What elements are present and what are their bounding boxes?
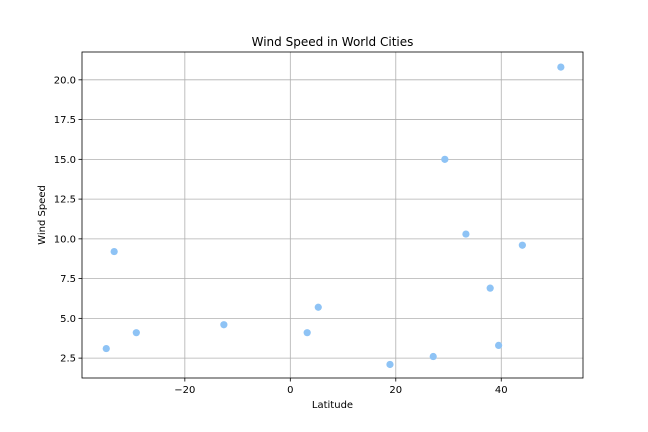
y-tick-label: 7.5 bbox=[60, 274, 76, 285]
data-point bbox=[462, 230, 470, 238]
chart-title: Wind Speed in World Cities bbox=[252, 35, 414, 49]
y-tick-label: 15.0 bbox=[54, 155, 76, 166]
data-point bbox=[220, 321, 228, 329]
data-point bbox=[429, 352, 437, 361]
data-point bbox=[303, 329, 311, 337]
y-tick-label: 12.5 bbox=[54, 195, 76, 206]
data-point bbox=[486, 284, 494, 292]
data-point bbox=[314, 303, 322, 311]
y-tick-label: 20.0 bbox=[54, 75, 76, 86]
data-point bbox=[102, 344, 110, 353]
y-axis-label: Wind Speed bbox=[37, 185, 48, 245]
data-point bbox=[110, 247, 118, 256]
data-point bbox=[132, 329, 140, 337]
data-point bbox=[557, 63, 565, 71]
grid bbox=[82, 52, 583, 378]
y-tick-label: 5.0 bbox=[60, 314, 76, 325]
data-points bbox=[102, 63, 565, 369]
y-tick-label: 17.5 bbox=[54, 115, 76, 126]
y-tick-label: 10.0 bbox=[54, 234, 76, 245]
axis-ticks: −20 0 20 40 2.5 5.0 7.5 10.0 12.5 15.0 17.5 20.0 bbox=[54, 75, 508, 396]
x-tick-label: −20 bbox=[174, 385, 195, 396]
data-point bbox=[518, 241, 526, 249]
x-axis-label: Latitude bbox=[312, 400, 353, 411]
y-tick-label: 2.5 bbox=[60, 354, 76, 365]
x-tick-label: 0 bbox=[287, 385, 293, 396]
x-tick-label: 20 bbox=[389, 385, 402, 396]
data-point bbox=[495, 341, 503, 349]
data-point bbox=[441, 155, 449, 163]
plot-frame bbox=[81, 51, 584, 379]
data-point bbox=[386, 360, 394, 369]
x-tick-label: 40 bbox=[495, 385, 508, 396]
